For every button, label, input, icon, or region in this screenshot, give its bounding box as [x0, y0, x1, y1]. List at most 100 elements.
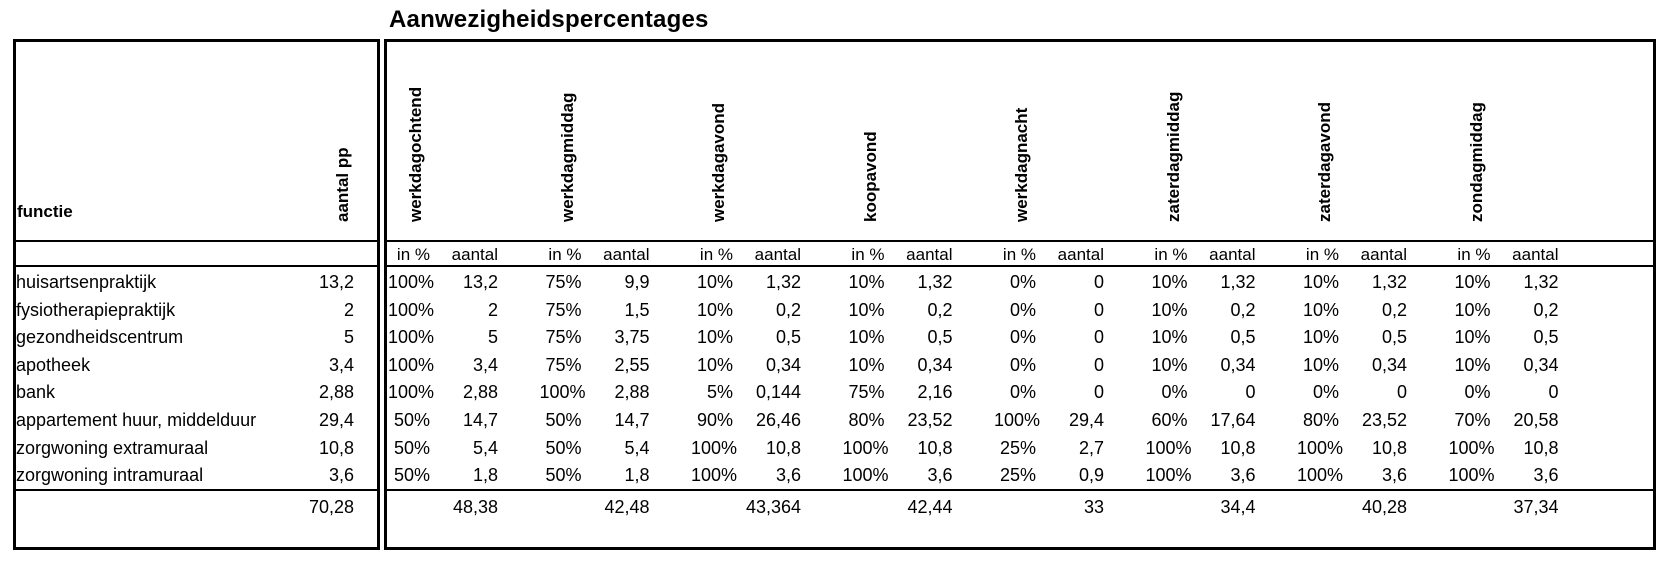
row-aantal: 3,4: [472, 354, 498, 375]
row-aantal: 10,8: [1523, 437, 1559, 458]
row-aantal: 2,7: [1078, 437, 1104, 458]
row-functie: zorgwoning extramuraal: [16, 437, 209, 458]
subheader-aantal: aantal: [1512, 245, 1559, 264]
row-in-pct: 75%: [545, 354, 582, 375]
row-in-pct: 75%: [545, 272, 582, 292]
total-aantal: 42,44: [907, 497, 953, 517]
row-aantal: 3,6: [1381, 465, 1407, 486]
row-in-pct: 100%: [388, 382, 435, 403]
header-aantal-pp: aantal pp: [333, 147, 352, 222]
row-aantal: 0: [1093, 382, 1104, 403]
row-aantal: 17,64: [1210, 410, 1256, 430]
row-in-pct: 10%: [1151, 272, 1188, 292]
row-aantal: 0,5: [927, 327, 953, 348]
subheader-aantal: aantal: [1057, 245, 1104, 264]
row-in-pct: 75%: [545, 299, 582, 320]
row-in-pct: 50%: [545, 437, 582, 458]
row-in-pct: 10%: [1151, 327, 1188, 348]
row-aantal: 29,4: [1068, 410, 1104, 430]
row-functie: fysiotherapiepraktijk: [16, 299, 176, 320]
row-in-pct: 100%: [1448, 465, 1495, 486]
row-functie: appartement huur, middelduur: [16, 410, 257, 430]
row-aantal: 0: [1093, 272, 1104, 292]
total-aantal: 33: [1083, 497, 1104, 517]
row-aantal-pp: 2,88: [318, 382, 354, 403]
row-aantal: 23,52: [1361, 410, 1407, 430]
total-aantal: 40,28: [1361, 497, 1407, 517]
row-aantal: 0,2: [1230, 299, 1256, 320]
row-aantal: 3,6: [1533, 465, 1559, 486]
row-aantal: 0,34: [1523, 354, 1559, 375]
row-in-pct: 80%: [1302, 410, 1339, 430]
row-in-pct: 0%: [1009, 354, 1036, 375]
row-in-pct: 10%: [848, 272, 885, 292]
row-aantal: 0,2: [1533, 299, 1559, 320]
row-in-pct: 0%: [1009, 272, 1036, 292]
row-in-pct: 100%: [388, 354, 435, 375]
row-in-pct: 0%: [1161, 382, 1188, 403]
row-in-pct: 90%: [696, 410, 733, 430]
row-in-pct: 0%: [1009, 382, 1036, 403]
row-in-pct: 70%: [1454, 410, 1491, 430]
row-aantal: 0,2: [775, 299, 801, 320]
row-in-pct: 0%: [1464, 382, 1491, 403]
row-aantal-pp: 5: [343, 327, 354, 348]
row-aantal-pp: 29,4: [318, 410, 354, 430]
row-aantal: 0,144: [755, 382, 801, 403]
total-aantal-pp: 70,28: [308, 497, 354, 517]
row-aantal: 0: [1245, 382, 1256, 403]
row-aantal: 5: [487, 327, 498, 348]
row-functie: zorgwoning intramuraal: [16, 465, 204, 486]
row-aantal: 5,4: [472, 437, 498, 458]
subheader-in-pct: in %: [1154, 245, 1188, 264]
row-aantal-pp: 13,2: [318, 272, 354, 292]
row-in-pct: 10%: [848, 354, 885, 375]
row-aantal: 0: [1093, 327, 1104, 348]
total-aantal: 37,34: [1513, 497, 1559, 517]
row-functie: bank: [16, 382, 56, 403]
header-period-0: werkdagochtend: [406, 86, 425, 222]
row-aantal: 10,8: [765, 437, 801, 458]
subheader-in-pct: in %: [1457, 245, 1491, 264]
header-period-5: zaterdagmiddag: [1163, 91, 1183, 222]
subheader-aantal: aantal: [754, 245, 801, 264]
row-in-pct: 100%: [1448, 437, 1495, 458]
header-bottom-rule: [384, 240, 1656, 242]
row-aantal: 1,8: [624, 465, 650, 486]
row-aantal: 10,8: [1371, 437, 1407, 458]
row-aantal: 0,5: [1381, 327, 1407, 348]
row-in-pct: 10%: [1151, 354, 1188, 375]
row-in-pct: 5%: [706, 382, 733, 403]
subheader-aantal: aantal: [1209, 245, 1256, 264]
row-in-pct: 100%: [388, 299, 435, 320]
total-aantal: 42,48: [604, 497, 650, 517]
row-aantal: 0,9: [1078, 465, 1104, 486]
row-in-pct: 60%: [1151, 410, 1188, 430]
row-aantal: 14,7: [614, 410, 650, 430]
row-aantal: 20,58: [1513, 410, 1559, 430]
row-in-pct: 100%: [539, 382, 586, 403]
row-in-pct: 10%: [696, 272, 733, 292]
row-aantal: 1,5: [624, 299, 650, 320]
total-aantal: 48,38: [452, 497, 498, 517]
row-in-pct: 10%: [848, 299, 885, 320]
subheader-in-pct: in %: [699, 245, 733, 264]
row-in-pct: 10%: [1302, 272, 1339, 292]
subheader-rule: [384, 265, 1656, 267]
row-in-pct: 50%: [393, 410, 430, 430]
row-in-pct: 100%: [1145, 437, 1192, 458]
row-in-pct: 10%: [1454, 354, 1491, 375]
row-aantal: 0,5: [1533, 327, 1559, 348]
row-aantal: 1,32: [917, 272, 953, 292]
subheader-in-pct: in %: [396, 245, 430, 264]
subheader-aantal: aantal: [906, 245, 953, 264]
header-period-4: werkdagnacht: [1012, 107, 1031, 222]
row-aantal-pp: 3,4: [328, 354, 354, 375]
totals-rule: [384, 489, 1656, 491]
row-in-pct: 0%: [1009, 299, 1036, 320]
row-in-pct: 50%: [393, 437, 430, 458]
row-in-pct: 10%: [1302, 327, 1339, 348]
header-bottom-rule: [13, 240, 380, 242]
row-in-pct: 50%: [545, 465, 582, 486]
row-aantal: 0,34: [917, 354, 953, 375]
